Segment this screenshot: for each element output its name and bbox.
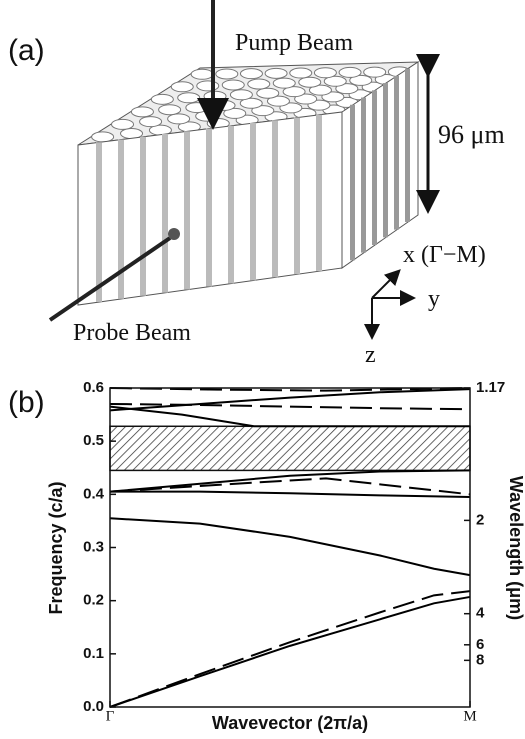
hole xyxy=(221,79,245,91)
y-tick-label: 0.0 xyxy=(83,698,104,715)
hole xyxy=(170,81,194,93)
hole xyxy=(266,95,290,107)
hole xyxy=(229,89,253,101)
stripe xyxy=(184,131,190,290)
stripe xyxy=(405,68,410,222)
band-line xyxy=(109,388,471,412)
hole xyxy=(363,66,387,78)
hole xyxy=(313,67,337,79)
stripe xyxy=(228,125,234,284)
band-chart: (b) Wavevector (2π/a) Frequency (c/a) Wa… xyxy=(8,379,525,733)
y-tick-label: 0.3 xyxy=(83,538,104,555)
hole xyxy=(139,116,163,128)
shaded-band xyxy=(109,425,471,472)
hole xyxy=(212,99,236,111)
band-line xyxy=(109,477,471,496)
probe-spot xyxy=(168,228,180,240)
y-tick-label: 0.2 xyxy=(83,592,104,609)
panel-label: (a) xyxy=(8,34,45,67)
hole xyxy=(323,75,347,87)
band-line xyxy=(109,405,470,428)
y-axis-title: Frequency (c/a) xyxy=(46,481,66,614)
hole xyxy=(177,92,201,104)
panel-label: (b) xyxy=(8,386,45,419)
hole xyxy=(298,76,322,88)
x-axis-title: Wavevector (2π/a) xyxy=(212,713,368,733)
hole xyxy=(185,102,209,114)
hole xyxy=(150,93,174,105)
probe-arrow xyxy=(48,236,172,322)
hole xyxy=(335,83,359,95)
stripe xyxy=(394,75,399,230)
band-line xyxy=(109,387,471,392)
band-line xyxy=(109,402,471,411)
stripes xyxy=(96,68,410,302)
hole xyxy=(130,106,154,118)
x-tick-label: Γ xyxy=(106,708,115,724)
y2-tick-label: 4 xyxy=(476,605,485,622)
probe-label: Probe Beam xyxy=(73,320,191,346)
hole xyxy=(239,97,263,109)
y2-axis-title: Wavelength (μm) xyxy=(506,476,525,620)
stripe xyxy=(350,104,355,261)
hole xyxy=(294,93,318,105)
hole xyxy=(251,105,275,117)
hole xyxy=(239,68,263,80)
stripe xyxy=(316,114,322,272)
stripe xyxy=(118,139,124,299)
band-line xyxy=(109,517,471,577)
y2-tick-label: 1.17 xyxy=(476,379,505,396)
hole xyxy=(289,67,313,79)
pump-label: Pump Beam xyxy=(235,30,353,56)
hole xyxy=(338,66,362,78)
hole xyxy=(196,80,220,92)
y-tick-label: 0.6 xyxy=(83,379,104,396)
y-axis-label: y xyxy=(428,286,440,312)
stripe xyxy=(372,90,377,245)
stripe xyxy=(383,83,388,238)
band-line xyxy=(109,595,471,708)
hole xyxy=(158,104,182,116)
hole xyxy=(190,68,214,80)
hole xyxy=(203,90,227,102)
stripe xyxy=(162,134,168,293)
x-axis-label: x (Γ−M) xyxy=(403,242,486,268)
hole xyxy=(349,74,373,86)
y2-tick-label: 2 xyxy=(476,511,484,528)
hole xyxy=(308,84,332,96)
stripe xyxy=(294,117,300,275)
band-line xyxy=(110,490,471,498)
y2-tick-label: 8 xyxy=(476,651,484,668)
stripe xyxy=(361,97,366,253)
stripe xyxy=(250,123,256,281)
x-tick-label: M xyxy=(463,708,476,724)
band-line xyxy=(109,590,471,708)
hole xyxy=(272,77,296,89)
stripe xyxy=(206,128,212,287)
height-label: 96 μm xyxy=(438,120,505,149)
z-axis-label: z xyxy=(365,342,376,368)
axis-x xyxy=(371,269,401,299)
hole xyxy=(256,87,280,99)
y-tick-label: 0.4 xyxy=(83,485,105,502)
hole xyxy=(215,68,239,80)
hole xyxy=(264,67,288,79)
stripe xyxy=(140,136,146,296)
y2-tick-label: 6 xyxy=(476,636,484,653)
stripe xyxy=(272,120,278,278)
hole xyxy=(247,78,271,90)
y-tick-label: 0.5 xyxy=(83,432,104,449)
hole xyxy=(167,113,191,125)
hole xyxy=(282,86,306,98)
crystal-diagram: (a) Pump Beam Probe Beam 96 μm x (Γ−M) y… xyxy=(8,0,505,368)
band-line xyxy=(109,469,471,493)
stripe xyxy=(96,142,102,302)
hole xyxy=(111,118,135,130)
hole xyxy=(91,131,115,143)
y-tick-label: 0.1 xyxy=(83,645,104,662)
